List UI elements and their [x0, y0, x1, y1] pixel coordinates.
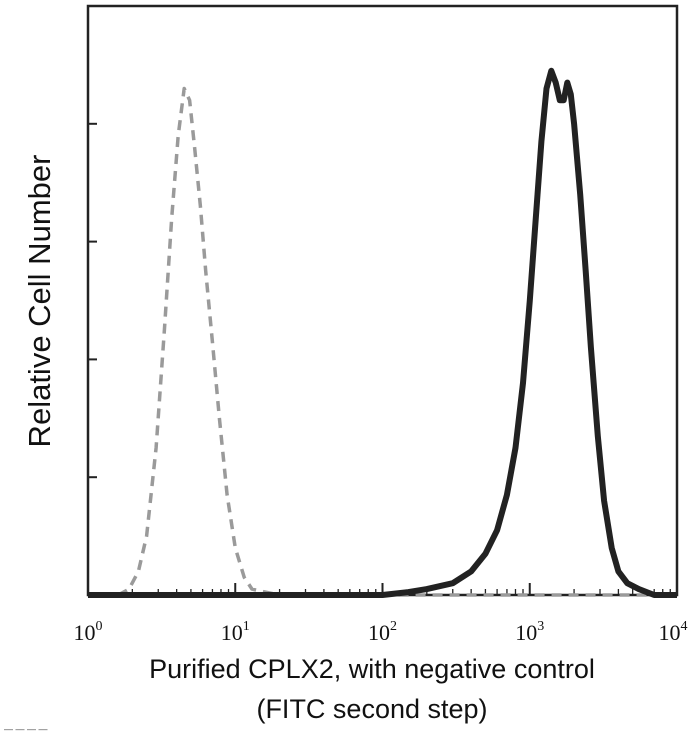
x-axis-title: Purified CPLX2, with negative control — [149, 654, 595, 684]
y-axis-title: Relative Cell Number — [22, 155, 57, 448]
series-layer — [88, 67, 677, 598]
x-axis-title-line2: (FITC second step) — [256, 694, 487, 724]
y-axis-ticks — [88, 5, 97, 596]
series-line-1 — [88, 67, 677, 598]
x-tick-label-2: 102 — [368, 619, 397, 645]
x-tick-label-4: 104 — [659, 619, 688, 645]
x-tick-label-3: 103 — [515, 619, 544, 645]
x-axis-tick-labels: 100 101 102 103 104 — [74, 619, 688, 645]
x-tick-label-0: 100 — [74, 619, 103, 645]
x-tick-label-1: 101 — [221, 619, 250, 645]
footer-caption: — — — — — [4, 724, 48, 734]
